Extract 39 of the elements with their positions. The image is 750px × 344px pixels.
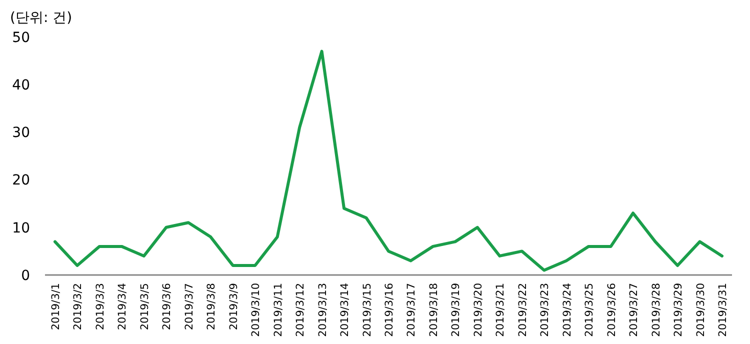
x-tick-label: 2019/3/29 [672,283,685,337]
x-tick-label: 2019/3/27 [628,283,640,337]
x-tick-label: 2019/3/28 [650,283,662,337]
x-tick-label: 2019/3/21 [494,283,507,337]
x-tick-label: 2019/3/15 [361,283,374,337]
y-tick-label: 30 [12,125,30,142]
x-tick-label: 2019/3/12 [294,283,307,337]
x-tick-label: 2019/3/8 [206,283,218,330]
x-tick-label: 2019/3/4 [116,282,129,330]
x-tick-label: 2019/3/22 [516,283,529,337]
x-tick-label: 2019/3/30 [694,283,707,337]
x-tick-label: 2019/3/13 [316,283,329,337]
x-tick-label: 2019/3/19 [450,283,462,337]
x-tick-label: 2019/3/26 [606,282,618,337]
x-tick-label: 2019/3/3 [94,283,106,330]
x-tick-label: 2019/3/20 [472,283,484,337]
x-tick-label: 2019/3/10 [250,283,262,337]
x-tick-label: 2019/3/6 [161,282,174,330]
line-series [54,50,724,272]
y-tick-label: 20 [12,172,30,189]
x-tick-label: 2019/3/24 [561,282,574,337]
x-tick-label: 2019/3/23 [539,283,552,337]
x-tick-label: 2019/3/7 [183,283,196,330]
y-tick-label: 50 [12,30,30,46]
x-tick-label: 2019/3/2 [72,283,84,330]
y-tick-label: 0 [21,268,30,284]
y-axis-title: (단위: 건) [10,10,72,26]
x-tick-label: 2019/3/16 [384,282,396,337]
y-tick-label: 40 [12,78,30,94]
x-tick-label: 2019/3/11 [272,283,284,337]
x-tick-label: 2019/3/5 [138,283,151,330]
x-tick-label: 2019/3/25 [584,283,596,337]
x-tick-label: 2019/3/17 [406,283,418,337]
x-tick-label: 2019/3/14 [339,282,352,337]
x-tick-label: 2019/3/9 [228,283,240,330]
y-tick-label: 10 [12,220,30,236]
x-tick-label: 2019/3/18 [428,283,440,337]
x-tick-label: 2019/3/1 [50,283,62,330]
x-tick-label: 2019/3/31 [717,283,729,337]
